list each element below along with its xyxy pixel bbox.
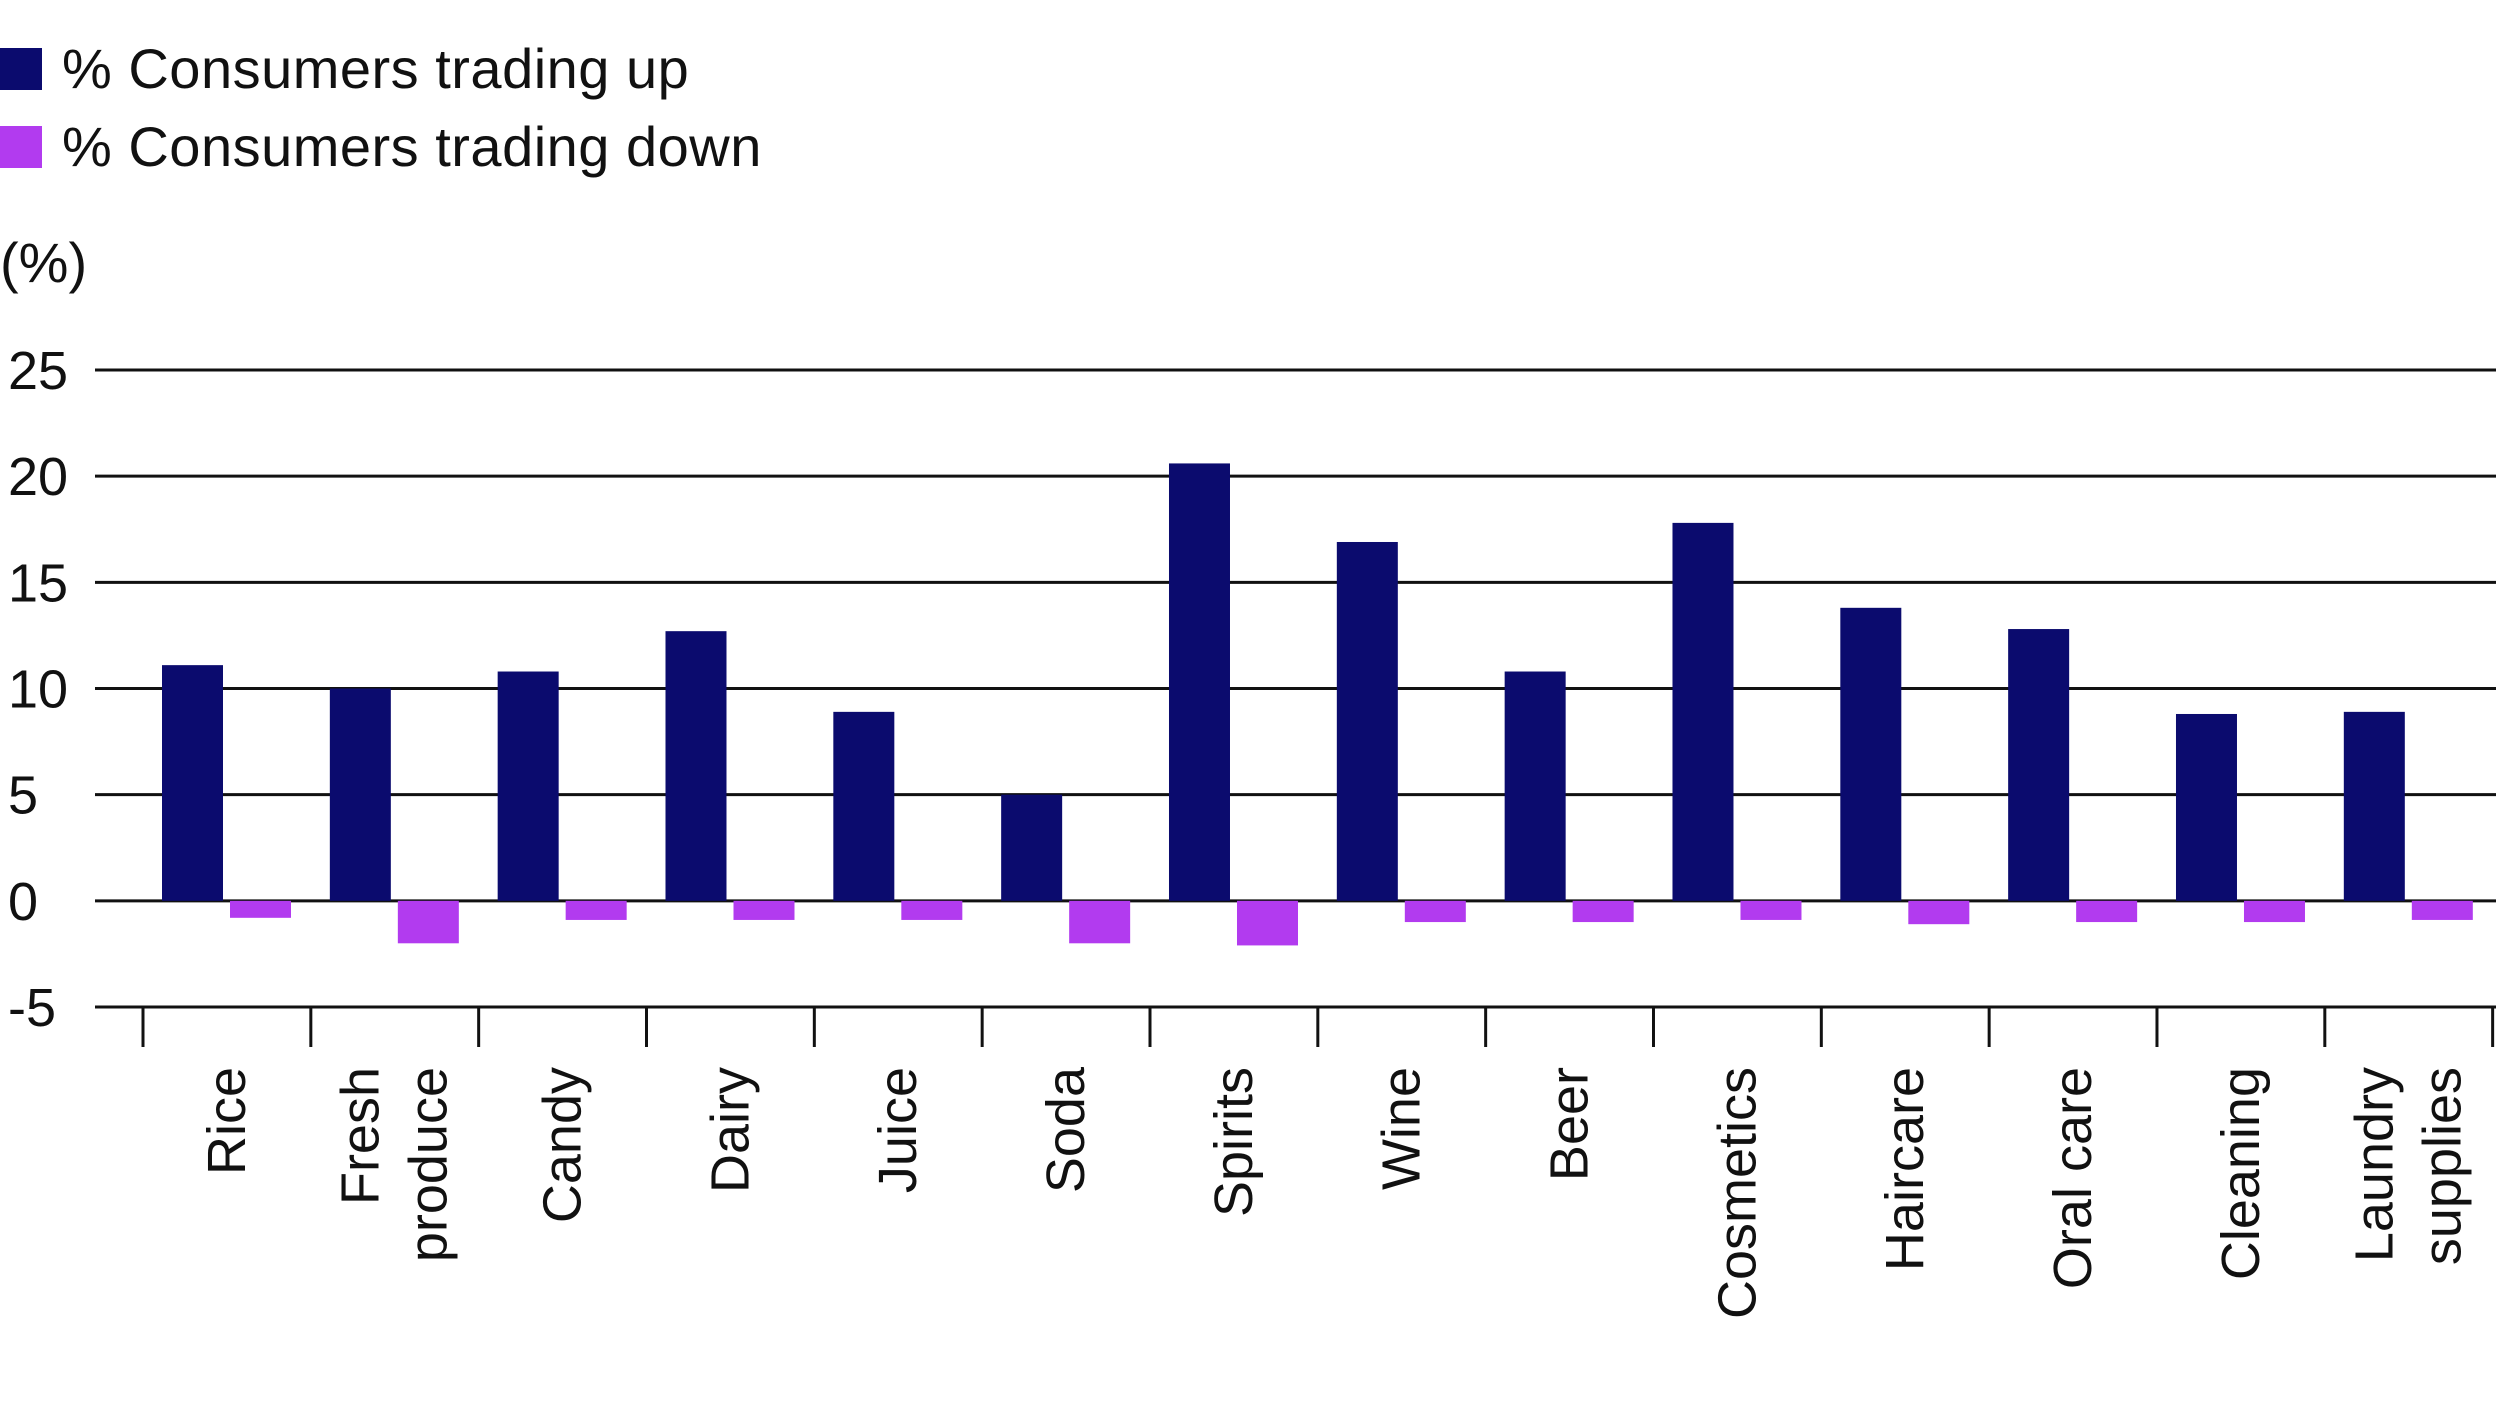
bar-trading-up: [1672, 522, 1734, 901]
legend: % Consumers trading up % Consumers tradi…: [0, 30, 762, 186]
category-label: Wine: [1372, 1067, 1432, 1190]
category-label-line: Beer: [1540, 1067, 1600, 1181]
bar-trading-up: [497, 671, 559, 901]
bar-trading-down: [733, 900, 795, 920]
category-label: Spirits: [1204, 1067, 1264, 1217]
category-label-line: Rice: [197, 1067, 257, 1175]
bar-trading-up: [1168, 463, 1230, 901]
bar-trading-down: [1069, 900, 1131, 944]
bar-trading-down: [1404, 900, 1466, 923]
legend-item-trading-down: % Consumers trading down: [0, 108, 762, 186]
bar-trading-down: [1572, 900, 1634, 923]
y-tick-label: 10: [8, 660, 68, 720]
y-tick-label: 0: [8, 872, 38, 932]
bar-trading-up: [162, 665, 223, 901]
bar-trading-down: [2243, 900, 2305, 923]
bar-trading-up: [1001, 794, 1063, 901]
bar-trading-down: [397, 900, 459, 944]
category-label-line: Haircare: [1875, 1067, 1935, 1271]
bar-trading-down: [1236, 900, 1298, 946]
category-label: Juice: [868, 1067, 928, 1193]
y-tick-label: 5: [8, 766, 38, 826]
y-axis-unit-label: (%): [0, 231, 88, 294]
category-label-line: Laundry: [2345, 1067, 2405, 1262]
category-label: Cosmetics: [1707, 1067, 1767, 1319]
category-label: Oral care: [2043, 1067, 2103, 1289]
category-label-line: Spirits: [1204, 1067, 1264, 1217]
category-label-line: supplies: [2413, 1067, 2473, 1265]
category-label-line: Juice: [868, 1067, 928, 1193]
bar-trading-up: [1336, 541, 1398, 901]
y-tick-label: -5: [8, 978, 56, 1038]
category-label: Rice: [197, 1067, 257, 1175]
category-label: Candy: [533, 1067, 593, 1223]
legend-label-trading-down: % Consumers trading down: [62, 115, 762, 178]
bar-trading-down: [2076, 900, 2138, 923]
category-label: Dairy: [700, 1067, 760, 1193]
bar-trading-up: [329, 688, 391, 901]
bar-trading-up: [1504, 671, 1566, 901]
bar-trading-up: [1840, 607, 1902, 901]
bar-trading-down: [1740, 900, 1802, 920]
legend-swatch-trading-up: [0, 48, 42, 90]
category-label: Soda: [1036, 1066, 1096, 1193]
bar-trading-up: [665, 631, 727, 901]
category-label-line: Oral care: [2043, 1067, 2103, 1289]
category-label: Laundry supplies: [2345, 1067, 2473, 1265]
y-tick-label: 15: [8, 553, 68, 613]
category-label-line: Soda: [1036, 1066, 1096, 1193]
bar-trading-down: [230, 900, 291, 918]
category-label: Cleaning: [2211, 1067, 2271, 1280]
legend-label-trading-up: % Consumers trading up: [62, 37, 690, 100]
category-label-line: Candy: [533, 1067, 593, 1223]
category-label-line: produce: [399, 1067, 459, 1262]
category-label-line: Wine: [1372, 1067, 1432, 1190]
bar-trading-down: [1908, 900, 1970, 925]
bar-trading-up: [833, 711, 895, 901]
bar-trading-up: [2343, 711, 2405, 901]
bar-trading-down: [2411, 900, 2473, 920]
y-tick-label: 25: [8, 341, 68, 401]
category-label-line: Cosmetics: [1707, 1067, 1767, 1319]
bar-trading-up: [2008, 629, 2070, 901]
legend-swatch-trading-down: [0, 126, 42, 168]
category-label-line: Cleaning: [2211, 1067, 2271, 1280]
bar-trading-up: [2175, 713, 2237, 901]
bar-trading-down: [901, 900, 963, 920]
bar-trading-down: [565, 900, 627, 920]
category-label-line: Dairy: [700, 1067, 760, 1193]
category-label: Beer: [1540, 1067, 1600, 1181]
legend-item-trading-up: % Consumers trading up: [0, 30, 762, 108]
y-tick-label: 20: [8, 447, 68, 507]
category-label-line: Fresh: [331, 1067, 391, 1205]
category-label: Fresh produce: [331, 1067, 459, 1262]
category-label: Haircare: [1875, 1067, 1935, 1271]
